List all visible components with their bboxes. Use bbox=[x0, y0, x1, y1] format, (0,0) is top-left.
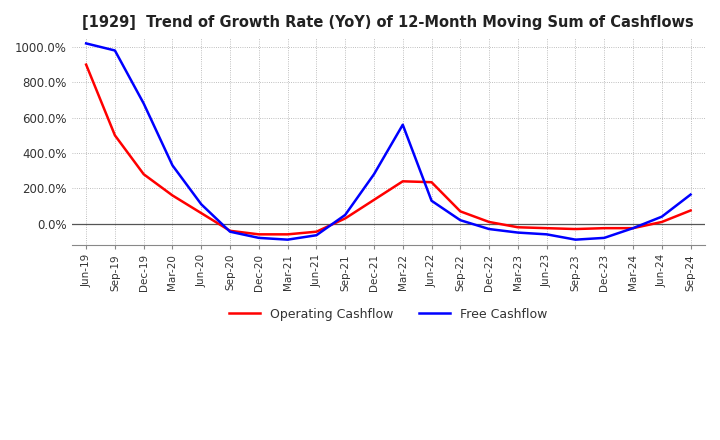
Line: Operating Cashflow: Operating Cashflow bbox=[86, 65, 690, 235]
Operating Cashflow bbox=[111, 133, 120, 138]
Free Cashflow bbox=[82, 41, 91, 46]
Operating Cashflow bbox=[168, 193, 177, 198]
Free Cashflow bbox=[398, 122, 407, 127]
Operating Cashflow bbox=[629, 226, 637, 231]
Free Cashflow bbox=[226, 229, 235, 235]
Operating Cashflow bbox=[254, 232, 263, 237]
Operating Cashflow bbox=[140, 172, 148, 177]
Free Cashflow bbox=[312, 233, 320, 238]
Free Cashflow bbox=[513, 230, 522, 235]
Operating Cashflow bbox=[456, 209, 464, 214]
Operating Cashflow bbox=[686, 208, 695, 213]
Free Cashflow bbox=[629, 226, 637, 231]
Free Cashflow bbox=[686, 192, 695, 197]
Operating Cashflow bbox=[398, 179, 407, 184]
Operating Cashflow bbox=[369, 197, 378, 202]
Operating Cashflow bbox=[283, 232, 292, 237]
Free Cashflow bbox=[600, 235, 608, 241]
Operating Cashflow bbox=[341, 216, 349, 221]
Free Cashflow bbox=[456, 217, 464, 223]
Free Cashflow bbox=[427, 198, 436, 203]
Free Cashflow bbox=[111, 48, 120, 53]
Free Cashflow bbox=[369, 172, 378, 177]
Title: [1929]  Trend of Growth Rate (YoY) of 12-Month Moving Sum of Cashflows: [1929] Trend of Growth Rate (YoY) of 12-… bbox=[83, 15, 694, 30]
Legend: Operating Cashflow, Free Cashflow: Operating Cashflow, Free Cashflow bbox=[224, 303, 552, 326]
Free Cashflow bbox=[168, 163, 177, 168]
Operating Cashflow bbox=[485, 219, 493, 224]
Operating Cashflow bbox=[513, 225, 522, 230]
Operating Cashflow bbox=[542, 226, 551, 231]
Line: Free Cashflow: Free Cashflow bbox=[86, 44, 690, 240]
Operating Cashflow bbox=[312, 229, 320, 235]
Free Cashflow bbox=[485, 227, 493, 232]
Free Cashflow bbox=[571, 237, 580, 242]
Operating Cashflow bbox=[197, 210, 206, 216]
Operating Cashflow bbox=[600, 226, 608, 231]
Operating Cashflow bbox=[226, 228, 235, 234]
Operating Cashflow bbox=[657, 219, 666, 224]
Operating Cashflow bbox=[427, 180, 436, 185]
Operating Cashflow bbox=[82, 62, 91, 67]
Operating Cashflow bbox=[571, 227, 580, 232]
Free Cashflow bbox=[657, 214, 666, 219]
Free Cashflow bbox=[254, 235, 263, 241]
Free Cashflow bbox=[542, 232, 551, 237]
Free Cashflow bbox=[140, 101, 148, 106]
Free Cashflow bbox=[341, 212, 349, 217]
Free Cashflow bbox=[283, 237, 292, 242]
Free Cashflow bbox=[197, 202, 206, 207]
